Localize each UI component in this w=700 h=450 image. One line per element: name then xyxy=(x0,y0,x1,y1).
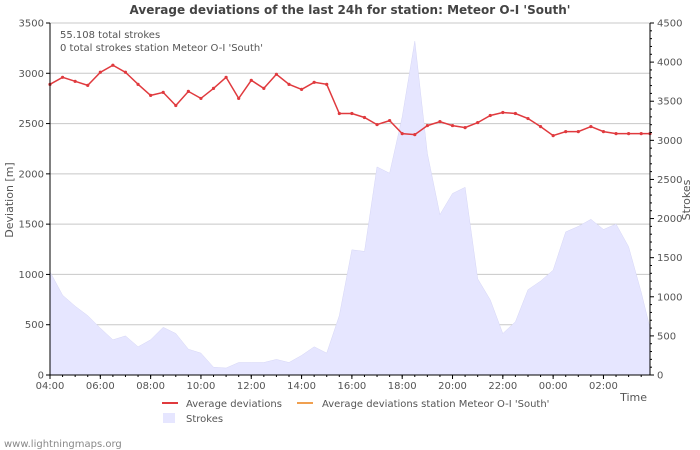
deviation-point xyxy=(375,122,379,127)
deviation-point xyxy=(98,70,102,74)
deviation-point xyxy=(463,125,467,130)
grid-lines xyxy=(50,22,650,326)
y-tick-label: 1000 xyxy=(19,270,44,281)
legend-label-station: Average deviations station Meteor O-I 'S… xyxy=(322,399,549,410)
strokes-area-layer xyxy=(49,40,651,376)
y2-tick-label: 3500 xyxy=(657,97,682,108)
y-tick-label: 3500 xyxy=(19,19,44,30)
deviation-point xyxy=(589,124,593,129)
deviation-point xyxy=(237,96,241,101)
deviation-point xyxy=(86,83,90,87)
deviation-point xyxy=(161,90,165,94)
x-tick-label: 18:00 xyxy=(388,381,417,392)
deviation-line xyxy=(49,64,650,137)
y-tick-label: 1500 xyxy=(19,220,44,231)
tick-labels: 0 500 1000 1500 2000 2500 3000 3500 0 500 1000 1500… xyxy=(19,19,683,393)
x-tick-label: 00:00 xyxy=(539,381,568,392)
y2-tick-label: 3000 xyxy=(657,136,682,147)
deviation-point xyxy=(476,120,480,125)
deviation-point xyxy=(149,93,153,98)
deviation-line-layer xyxy=(48,63,652,138)
deviation-point xyxy=(513,111,518,116)
y2-axis-label: Strokes xyxy=(680,179,693,220)
deviation-point xyxy=(111,63,115,67)
chart-title: Average deviations of the last 24h for s… xyxy=(130,3,571,17)
deviation-point xyxy=(287,82,291,86)
deviation-point xyxy=(388,118,392,123)
deviation-point xyxy=(123,70,128,74)
legend-swatch-strokes xyxy=(163,413,175,423)
y-axis-label: Deviation [m] xyxy=(3,162,16,237)
x-tick-label: 12:00 xyxy=(237,381,266,392)
x-axis-label: Time xyxy=(619,391,647,404)
deviation-point xyxy=(362,115,367,120)
deviation-point xyxy=(576,130,580,134)
deviation-point xyxy=(299,87,304,91)
info-station-strokes: 0 total strokes station Meteor O-I 'Sout… xyxy=(60,43,263,54)
deviation-point xyxy=(450,123,455,128)
deviation-point xyxy=(274,72,279,76)
y-tick-label: 500 xyxy=(25,320,44,331)
y2-tick-label: 1500 xyxy=(657,253,682,264)
deviation-point xyxy=(224,75,228,79)
y2-tick-label: 4500 xyxy=(657,19,682,30)
deviation-point xyxy=(614,132,618,136)
x-tick-label: 08:00 xyxy=(136,381,165,392)
deviation-point xyxy=(350,111,354,116)
deviation-point xyxy=(639,132,643,136)
deviation-point xyxy=(425,123,429,128)
y2-tick-label: 2500 xyxy=(657,175,682,186)
deviation-point xyxy=(60,75,65,79)
deviation-point xyxy=(249,78,253,82)
deviation-point xyxy=(526,116,530,121)
y2-tick-label: 0 xyxy=(657,371,663,382)
deviation-point xyxy=(73,79,77,83)
deviation-point xyxy=(325,82,329,86)
y-tick-label: 2500 xyxy=(19,119,44,130)
legend-label-strokes: Strokes xyxy=(186,414,223,425)
deviation-point xyxy=(262,86,266,90)
watermark: www.lightningmaps.org xyxy=(4,439,122,450)
deviation-point xyxy=(488,113,492,118)
deviation-point xyxy=(551,134,555,138)
deviation-point xyxy=(337,111,341,116)
deviation-point xyxy=(601,130,606,134)
strokes-area xyxy=(49,40,651,376)
y2-tick-label: 2000 xyxy=(657,214,682,225)
y2-tick-label: 500 xyxy=(657,331,676,342)
deviation-point xyxy=(186,89,190,93)
y2-tick-label: 1000 xyxy=(657,292,682,303)
deviation-point xyxy=(211,86,216,90)
deviation-point xyxy=(438,119,442,124)
x-tick-label: 04:00 xyxy=(36,381,65,392)
deviation-point xyxy=(627,132,631,136)
deviation-point xyxy=(136,82,140,86)
deviation-point xyxy=(400,132,404,136)
x-tick-label: 16:00 xyxy=(337,381,366,392)
deviation-point xyxy=(312,80,316,84)
info-total-strokes: 55.108 total strokes xyxy=(60,30,160,41)
x-tick-label: 10:00 xyxy=(187,381,216,392)
y-tick-label: 2000 xyxy=(19,169,44,180)
x-tick-label: 20:00 xyxy=(438,381,467,392)
deviation-point xyxy=(199,96,203,101)
deviation-point xyxy=(564,130,568,134)
legend: Average deviations Average deviations st… xyxy=(162,399,549,425)
deviation-point xyxy=(538,124,543,129)
axes xyxy=(46,22,654,379)
y2-tick-label: 4000 xyxy=(657,58,682,69)
deviation-point xyxy=(413,133,417,137)
x-tick-label: 22:00 xyxy=(488,381,517,392)
x-tick-label: 06:00 xyxy=(86,381,115,392)
deviation-point xyxy=(174,103,178,108)
legend-label-deviation: Average deviations xyxy=(186,399,282,410)
y-tick-label: 0 xyxy=(38,371,44,382)
y-tick-label: 3000 xyxy=(19,69,44,80)
x-tick-label: 14:00 xyxy=(287,381,316,392)
x-tick-label: 02:00 xyxy=(589,381,618,392)
deviation-point xyxy=(501,110,505,115)
